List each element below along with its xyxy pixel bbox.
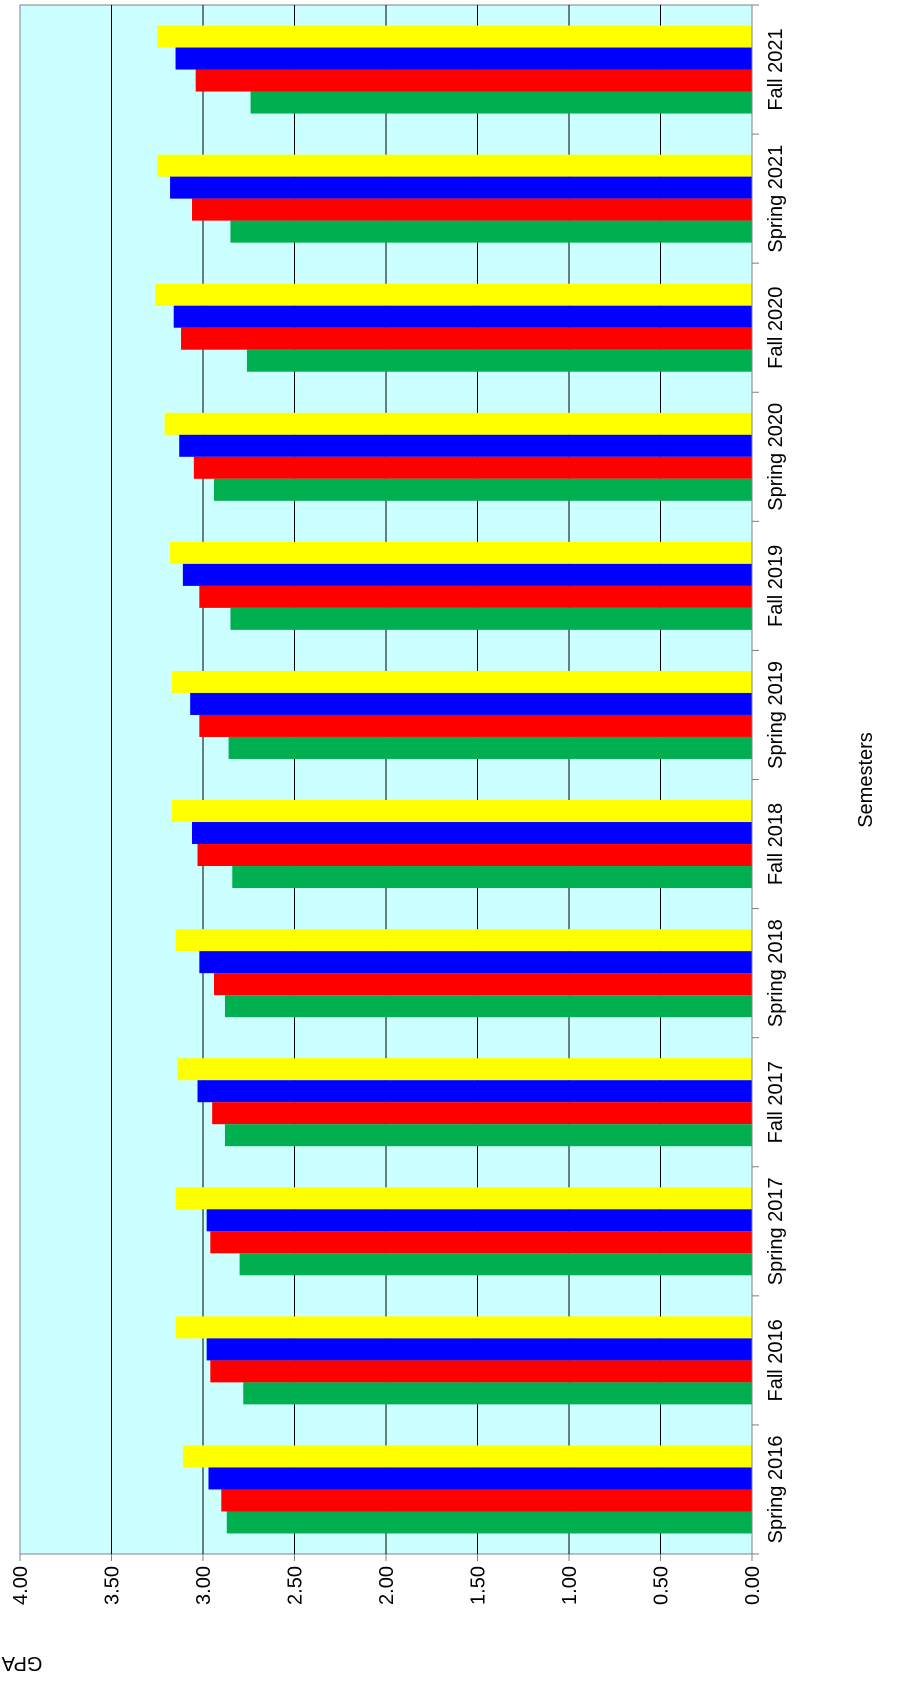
bar — [221, 1489, 753, 1512]
axis-ticks — [19, 4, 759, 1561]
y-tick-label: 3.50 — [102, 1566, 124, 1605]
bar — [175, 1187, 753, 1210]
bar — [206, 1209, 752, 1232]
category-label: Spring 2020 — [765, 403, 787, 511]
category-label: Fall 2021 — [765, 28, 787, 110]
bar — [177, 1058, 752, 1081]
bar — [182, 1445, 752, 1468]
bar — [210, 1360, 752, 1383]
category-label: Spring 2019 — [765, 661, 787, 769]
bar — [197, 1080, 752, 1103]
y-tick-label: 4.00 — [10, 1566, 32, 1605]
bar — [157, 154, 752, 177]
bar — [224, 995, 752, 1018]
bar — [195, 69, 752, 92]
bar — [230, 607, 752, 630]
y-tick-label: 3.00 — [193, 1566, 215, 1605]
bar — [192, 822, 752, 845]
bar — [213, 478, 753, 501]
y-tick-label: 0.50 — [651, 1566, 673, 1605]
category-label: Spring 2017 — [765, 1177, 787, 1285]
bar — [210, 1231, 752, 1254]
bar — [243, 1382, 752, 1405]
bar — [199, 585, 753, 608]
bar — [157, 25, 752, 48]
bar — [197, 844, 752, 867]
bar — [192, 198, 752, 221]
bar — [175, 1316, 753, 1339]
bar — [232, 866, 752, 889]
category-label: Spring 2021 — [765, 145, 787, 253]
bar — [170, 541, 752, 564]
y-axis-title: GPA — [1, 1652, 42, 1674]
y-tick-label: 2.00 — [376, 1566, 398, 1605]
bar — [212, 1102, 752, 1125]
bar — [246, 349, 753, 372]
category-label: Fall 2016 — [765, 1319, 787, 1401]
category-label: Fall 2019 — [765, 545, 787, 627]
category-label: Fall 2017 — [765, 1061, 787, 1143]
bar — [228, 736, 752, 759]
bar — [182, 563, 752, 586]
bar — [181, 327, 753, 350]
y-tick-label: 2.50 — [285, 1566, 307, 1605]
bars — [155, 25, 753, 1534]
bar — [155, 283, 753, 306]
bar — [171, 670, 752, 693]
y-tick-label: 1.50 — [468, 1566, 490, 1605]
bar — [213, 973, 753, 996]
bar — [190, 692, 752, 715]
y-tick-label: 0.00 — [742, 1566, 764, 1605]
bar — [171, 800, 752, 823]
category-label: Spring 2018 — [765, 919, 787, 1027]
bar — [199, 714, 753, 737]
category-label: Spring 2016 — [765, 1436, 787, 1544]
category-label: Fall 2020 — [765, 287, 787, 369]
category-label: Fall 2018 — [765, 803, 787, 885]
bar — [179, 434, 752, 457]
bar — [250, 91, 752, 114]
bar — [230, 220, 752, 243]
bar — [175, 47, 753, 70]
bar — [199, 951, 753, 974]
y-tick-label: 1.00 — [559, 1566, 581, 1605]
bar — [206, 1338, 752, 1361]
bar — [170, 176, 752, 199]
bar — [239, 1253, 753, 1276]
category-labels: Spring 2016 Fall 2016 Spring 2017 Fall 2017… — [765, 28, 787, 1543]
bar — [173, 305, 753, 328]
bar — [164, 412, 752, 435]
bar — [193, 456, 753, 479]
gridlines — [111, 5, 661, 1554]
bar — [226, 1511, 753, 1534]
y-tick-labels: 0.00 0.50 1.00 1.50 2.00 2.50 3.00 3.50 4.00 — [10, 1566, 764, 1605]
bar — [175, 929, 753, 952]
bar — [224, 1124, 752, 1147]
bar — [208, 1467, 753, 1490]
x-axis-title: Semesters — [855, 732, 877, 828]
